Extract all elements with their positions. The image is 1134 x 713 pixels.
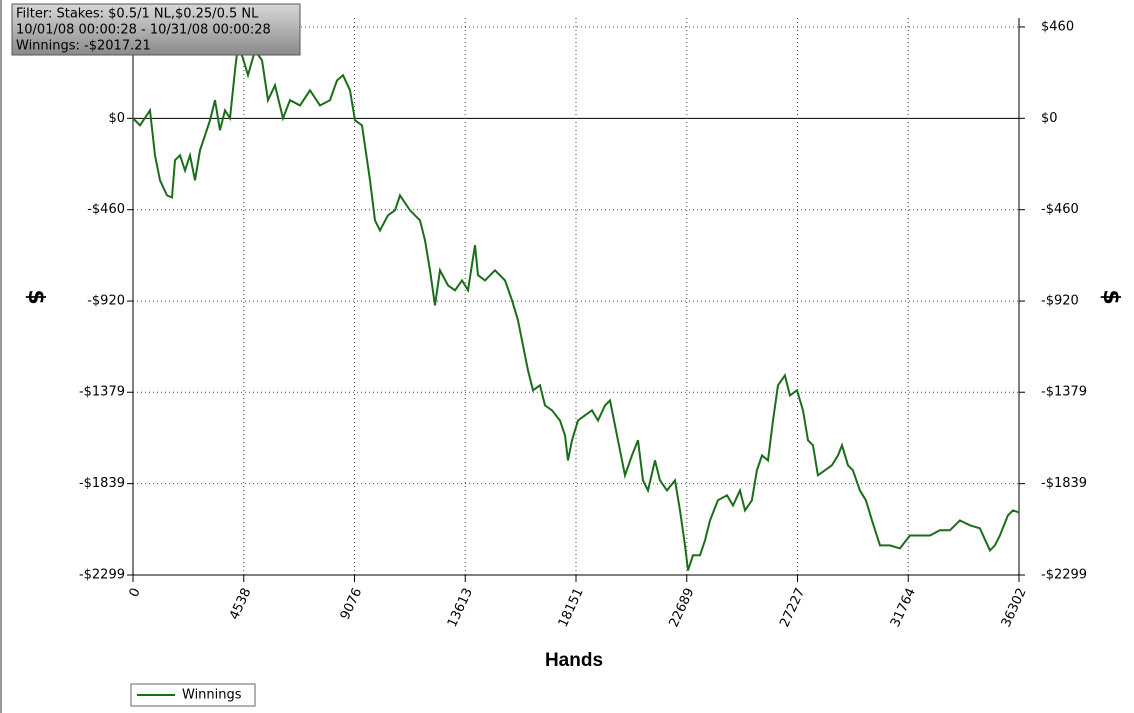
y-axis-label: $ — [23, 289, 48, 304]
info-text: Winnings: -$2017.21 — [16, 39, 151, 54]
y-tick-label: -$460 — [87, 202, 125, 217]
info-text: Filter: Stakes: $0.5/1 NL,$0.25/0.5 NL — [16, 7, 259, 22]
x-tick-label: 9076 — [338, 586, 366, 622]
x-tick-label: 22689 — [666, 586, 697, 630]
legend-box — [130, 683, 256, 707]
y-tick-label: -$2299 — [79, 568, 125, 583]
x-tick-label: 27227 — [777, 586, 808, 630]
y-tick-label: -$1379 — [79, 385, 125, 400]
info-text: 10/01/08 00:00:28 - 10/31/08 00:00:28 — [16, 23, 271, 38]
y-tick-label: $0 — [108, 111, 125, 126]
x-tick-label: 18151 — [556, 586, 587, 630]
y2-tick-label: -$460 — [1041, 202, 1079, 217]
x-axis-label: Hands — [545, 650, 603, 671]
y2-tick-label: $460 — [1041, 19, 1074, 34]
y2-tick-label: $0 — [1041, 111, 1058, 126]
y-tick-label: -$1839 — [79, 476, 125, 491]
y2-tick-label: -$2299 — [1041, 568, 1087, 583]
info-box — [11, 3, 301, 56]
y2-tick-label: -$1379 — [1041, 385, 1087, 400]
y-tick-label: -$920 — [87, 294, 125, 309]
x-tick-label: 0 — [127, 586, 144, 600]
winnings-line — [132, 45, 1020, 571]
x-tick-label: 13613 — [445, 586, 476, 630]
legend-label: Winnings — [182, 688, 242, 703]
x-tick-label: 4538 — [227, 586, 255, 622]
x-tick-label: 31764 — [888, 586, 919, 630]
y2-tick-label: -$920 — [1041, 294, 1079, 309]
y2-axis-label: $ — [1098, 289, 1123, 304]
y2-tick-label: -$1839 — [1041, 476, 1087, 491]
x-tick-label: 36302 — [999, 586, 1030, 630]
